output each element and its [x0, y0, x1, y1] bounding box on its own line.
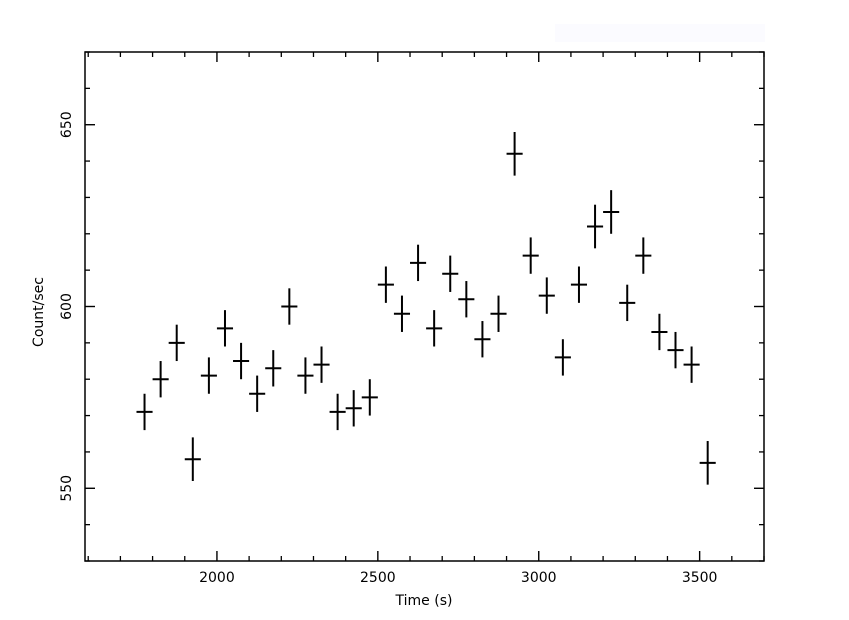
data-point: [377, 266, 394, 303]
data-point: [426, 310, 443, 347]
data-point: [619, 284, 636, 322]
data-point: [570, 266, 588, 303]
data-point: [200, 357, 217, 394]
data-point: [410, 244, 427, 282]
data-point: [683, 346, 700, 383]
data-point: [587, 204, 604, 249]
data-point: [490, 295, 507, 332]
data-point: [474, 321, 491, 358]
data-point: [297, 357, 314, 394]
data-point: [184, 437, 201, 482]
plot-frame: [84, 51, 765, 562]
x-tick-label: 3500: [682, 570, 718, 586]
x-tick-label: 2500: [360, 570, 396, 586]
y-tick-label: 600: [59, 293, 75, 320]
x-axis-title: Time (s): [395, 593, 453, 609]
data-point: [522, 237, 539, 274]
data-point: [281, 288, 298, 325]
data-points: [136, 131, 716, 485]
major-ticks: [85, 52, 764, 561]
data-point: [458, 281, 475, 318]
data-point: [168, 324, 185, 362]
x-tick-labels: 2000 2500 3000 3500: [199, 570, 717, 586]
data-point: [554, 339, 571, 376]
data-point: [442, 255, 459, 292]
data-point: [249, 375, 266, 412]
data-point: [603, 190, 620, 234]
y-tick-label: 550: [59, 475, 75, 502]
data-point: [345, 390, 362, 427]
y-axis-title: Count/sec: [31, 277, 47, 347]
data-point: [651, 313, 668, 351]
x-tick-label: 3000: [521, 570, 557, 586]
data-point: [506, 131, 523, 176]
data-point: [393, 295, 411, 332]
data-point: [265, 350, 282, 387]
data-point: [699, 441, 716, 485]
x-tick-label: 2000: [199, 570, 235, 586]
data-point: [329, 393, 346, 431]
data-point: [233, 342, 250, 380]
data-point: [152, 361, 169, 398]
data-point: [635, 237, 652, 274]
minor-ticks: [85, 51, 765, 562]
data-point: [667, 331, 684, 369]
y-tick-labels: 550 600 650: [59, 111, 75, 501]
data-point: [538, 277, 555, 314]
data-point: [136, 393, 153, 431]
data-point: [216, 310, 234, 347]
data-point: [361, 379, 378, 416]
y-tick-label: 650: [59, 111, 75, 138]
data-point: [313, 346, 330, 383]
header-strip: [555, 24, 765, 42]
